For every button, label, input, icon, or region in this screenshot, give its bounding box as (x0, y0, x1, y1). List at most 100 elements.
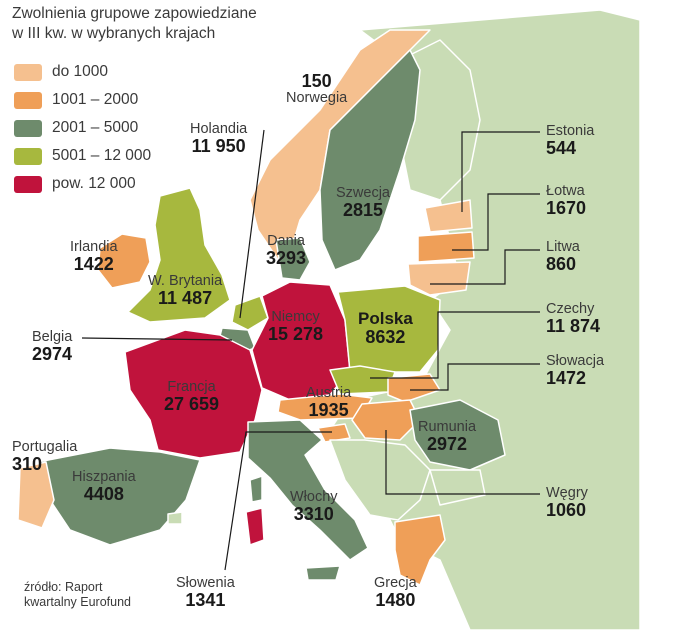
value-holandia: 11 950 (191, 136, 246, 157)
name-szwecja: Szwecja (336, 185, 390, 201)
value-wlochy: 3310 (293, 504, 334, 525)
name-hiszpania: Hiszpania (72, 469, 136, 485)
label-polska: Polska 8632 (358, 310, 413, 347)
region-latvia (417, 231, 475, 263)
value-irlandia: 1422 (73, 254, 114, 275)
region-sicily (305, 565, 341, 581)
name-belgia: Belgia (32, 329, 73, 345)
legend-label: do 1000 (52, 63, 109, 80)
leader-estonia (461, 131, 540, 212)
value-norwegia: 150 (301, 71, 332, 91)
label-holandia: Holandia 11 950 (190, 121, 248, 157)
name-polska: Polska (358, 309, 413, 328)
name-slowenia: Słowenia (176, 575, 235, 591)
leader-lines (81, 129, 540, 571)
legend-label: 2001 – 5000 (52, 119, 139, 136)
value-dania: 3293 (266, 248, 307, 269)
value-portugalia: 310 (12, 454, 43, 475)
map-title: Zwolnienia grupowe zapowiedziane w III k… (12, 4, 257, 44)
label-estonia: Estonia 544 (546, 123, 595, 159)
name-wbrytania: W. Brytania (148, 273, 223, 289)
name-estonia: Estonia (546, 123, 595, 139)
region-netherlands (231, 295, 269, 331)
region-italy (247, 419, 369, 561)
value-litwa: 860 (546, 254, 577, 275)
legend-swatch (14, 175, 42, 193)
source-line-1: źródło: Raport (24, 580, 103, 594)
value-polska: 8632 (365, 326, 406, 347)
label-litwa: Litwa 860 (546, 239, 580, 275)
label-belgia: Belgia 2974 (32, 329, 73, 364)
region-slovenia (317, 423, 351, 443)
region-romania (409, 399, 506, 471)
name-niemcy: Niemcy (271, 309, 320, 325)
value-francja: 27 659 (164, 394, 220, 415)
name-grecja: Grecja (374, 575, 417, 591)
label-hiszpania: Hiszpania 4408 (72, 469, 136, 505)
legend-label: 5001 – 12 000 (52, 147, 152, 164)
leader-slowacja (410, 363, 540, 391)
label-czechy: Czechy 11 874 (546, 301, 600, 336)
legend-swatch (14, 119, 42, 137)
leader-czechy (370, 311, 540, 379)
label-slowenia: Słowenia 1341 (176, 575, 235, 611)
value-slowenia: 1341 (185, 590, 226, 611)
legend-item-1: do 1000 (14, 58, 151, 86)
label-niemcy: Niemcy 15 278 (268, 309, 323, 344)
value-grecja: 1480 (375, 590, 416, 611)
leader-slowenia (224, 431, 332, 571)
label-szwecja: Szwecja 2815 (336, 185, 390, 221)
legend-item-4: 5001 – 12 000 (14, 142, 151, 170)
value-estonia: 544 (546, 138, 577, 159)
leader-belgia (81, 337, 233, 341)
leader-litwa (430, 249, 540, 285)
label-lotwa: Łotwa 1670 (546, 183, 587, 219)
region-sweden (319, 49, 421, 271)
legend-item-3: 2001 – 5000 (14, 114, 151, 142)
label-francja: Francja 27 659 (164, 379, 220, 415)
name-holandia: Holandia (190, 121, 248, 137)
legend-item-2: 1001 – 2000 (14, 86, 151, 114)
region-balkans (329, 439, 431, 521)
region-lithuania (407, 261, 471, 296)
name-portugalia: Portugalia (12, 439, 78, 455)
label-slowacja: Słowacja 1472 (546, 353, 605, 389)
value-slowacja: 1472 (546, 368, 587, 389)
region-greece (394, 514, 446, 586)
region-norway (249, 29, 431, 271)
name-dania: Dania (267, 233, 305, 249)
value-hiszpania: 4408 (83, 484, 124, 505)
region-corsica (249, 475, 263, 503)
label-norwegia: 150 Norwegia (286, 72, 347, 106)
region-poland (337, 285, 441, 373)
name-lotwa: Łotwa (546, 183, 585, 199)
legend-label: 1001 – 2000 (52, 91, 139, 108)
name-rumunia: Rumunia (418, 419, 477, 435)
source-note: źródło: Raport kwartalny Eurofund (24, 580, 131, 610)
value-lotwa: 1670 (546, 198, 587, 219)
value-wbrytania: 11 487 (158, 288, 213, 309)
name-wlochy: Włochy (290, 489, 338, 505)
value-rumunia: 2972 (426, 434, 468, 455)
source-line-2: kwartalny Eurofund (24, 595, 132, 609)
label-dania: Dania 3293 (266, 233, 307, 269)
label-irlandia: Irlandia 1422 (70, 239, 118, 275)
label-portugalia: Portugalia 310 (12, 439, 78, 475)
name-czechy: Czechy (546, 301, 595, 317)
label-wbrytania: W. Brytania 11 487 (148, 273, 223, 309)
label-rumunia: Rumunia 2972 (418, 419, 477, 455)
value-szwecja: 2815 (342, 200, 384, 221)
name-francja: Francja (167, 379, 216, 395)
legend-swatch (14, 91, 42, 109)
region-sardinia (245, 507, 265, 546)
label-austria: Austria 1935 (306, 385, 352, 420)
name-slowacja: Słowacja (546, 353, 605, 369)
name-wegry: Węgry (546, 485, 588, 501)
leader-lotwa (452, 193, 540, 251)
label-wegry: Węgry 1060 (546, 485, 588, 520)
region-ireland (97, 233, 151, 289)
name-austria: Austria (306, 385, 352, 401)
region-balearic (167, 511, 183, 525)
